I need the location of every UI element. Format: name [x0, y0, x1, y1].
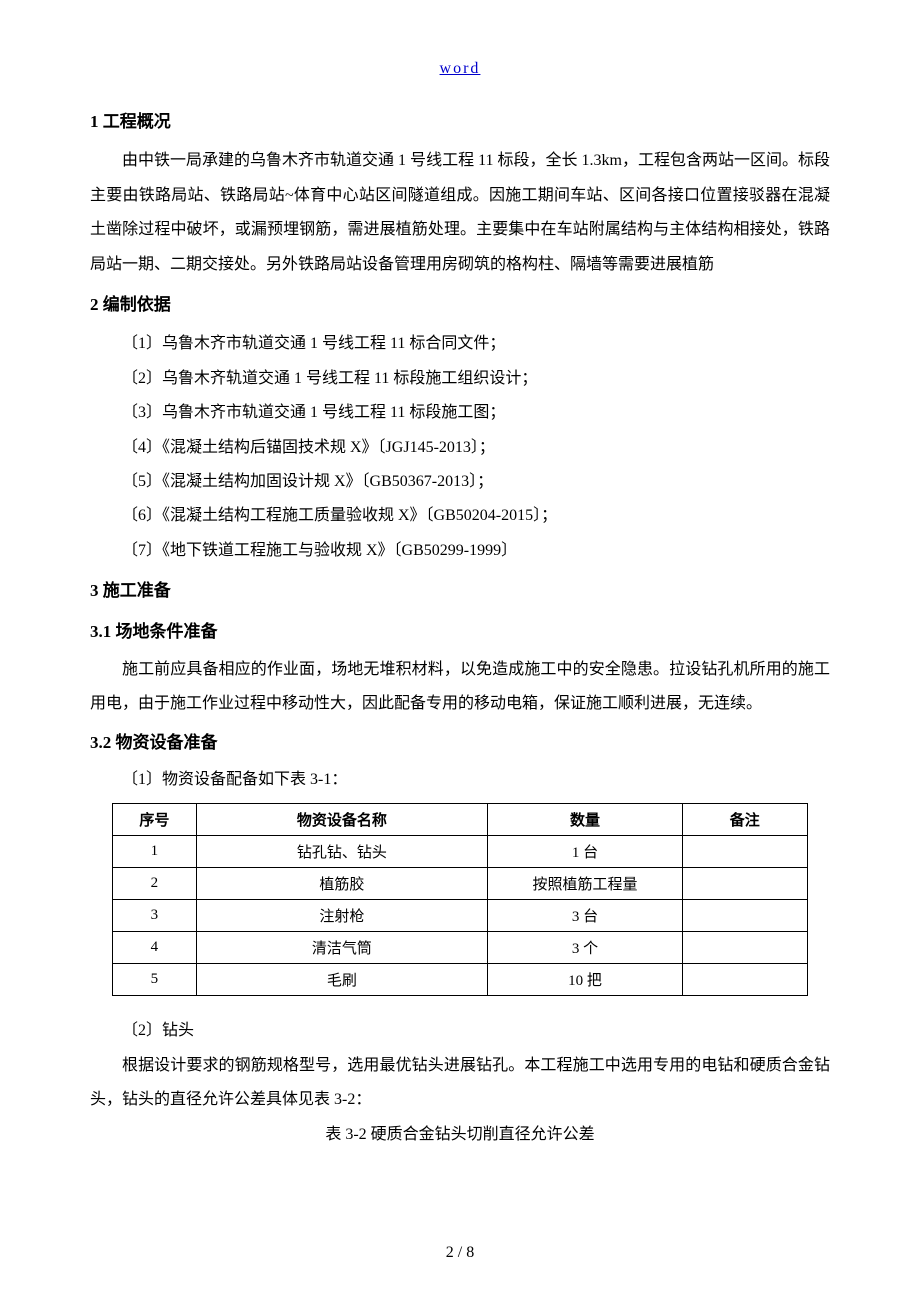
sec2-item: 〔6〕《混凝土结构工程施工质量验收规 X》〔GB50204-2015〕； — [90, 499, 830, 533]
section-3-title: 3 施工准备 — [90, 572, 830, 609]
table-header-row: 序号 物资设备名称 数量 备注 — [113, 804, 808, 836]
td-note — [682, 900, 807, 932]
td-qty: 按照植筋工程量 — [488, 868, 682, 900]
section-1-para: 由中铁一局承建的乌鲁木齐市轨道交通 1 号线工程 11 标段，全长 1.3km，… — [90, 144, 830, 282]
section-32-p2-label: 〔2〕钻头 — [90, 1014, 830, 1048]
sec2-item: 〔3〕乌鲁木齐市轨道交通 1 号线工程 11 标段施工图； — [90, 396, 830, 430]
td-note — [682, 932, 807, 964]
td-name: 钻孔钻、钻头 — [196, 836, 488, 868]
sec2-item: 〔2〕乌鲁木齐轨道交通 1 号线工程 11 标段施工组织设计； — [90, 362, 830, 396]
td-seq: 3 — [113, 900, 196, 932]
td-name: 注射枪 — [196, 900, 488, 932]
sec2-item: 〔1〕乌鲁木齐市轨道交通 1 号线工程 11 标合同文件； — [90, 327, 830, 361]
sec2-item: 〔7〕《地下铁道工程施工与验收规 X》〔GB50299-1999〕 — [90, 534, 830, 568]
th-note: 备注 — [682, 804, 807, 836]
table-3-1: 序号 物资设备名称 数量 备注 1 钻孔钻、钻头 1 台 2 植筋胶 按照植筋工… — [112, 803, 808, 996]
th-qty: 数量 — [488, 804, 682, 836]
td-seq: 4 — [113, 932, 196, 964]
section-32-intro: 〔1〕物资设备配备如下表 3-1： — [90, 763, 830, 797]
td-note — [682, 836, 807, 868]
table-3-2-caption: 表 3-2 硬质合金钻头切削直径允许公差 — [90, 1118, 830, 1152]
td-note — [682, 868, 807, 900]
table-row: 2 植筋胶 按照植筋工程量 — [113, 868, 808, 900]
sec2-item: 〔5〕《混凝土结构加固设计规 X》〔GB50367-2013〕； — [90, 465, 830, 499]
section-1-title: 1 工程概况 — [90, 103, 830, 140]
td-seq: 1 — [113, 836, 196, 868]
td-name: 毛刷 — [196, 964, 488, 996]
table-row: 1 钻孔钻、钻头 1 台 — [113, 836, 808, 868]
td-qty: 10 把 — [488, 964, 682, 996]
sec2-item: 〔4〕《混凝土结构后锚固技术规 X》〔JGJ145-2013〕； — [90, 431, 830, 465]
td-seq: 5 — [113, 964, 196, 996]
section-31-title: 3.1 场地条件准备 — [90, 613, 830, 650]
table-row: 5 毛刷 10 把 — [113, 964, 808, 996]
page-number: 2 / 8 — [0, 1244, 920, 1262]
table-row: 3 注射枪 3 台 — [113, 900, 808, 932]
table-row: 4 清洁气筒 3 个 — [113, 932, 808, 964]
td-seq: 2 — [113, 868, 196, 900]
th-name: 物资设备名称 — [196, 804, 488, 836]
td-qty: 1 台 — [488, 836, 682, 868]
td-note — [682, 964, 807, 996]
section-2-title: 2 编制依据 — [90, 286, 830, 323]
section-32-p2: 根据设计要求的钢筋规格型号，选用最优钻头进展钻孔。本工程施工中选用专用的电钻和硬… — [90, 1049, 830, 1118]
header-word: word — [90, 60, 830, 78]
th-seq: 序号 — [113, 804, 196, 836]
section-32-title: 3.2 物资设备准备 — [90, 724, 830, 761]
section-31-para: 施工前应具备相应的作业面，场地无堆积材料，以免造成施工中的安全隐患。拉设钻孔机所… — [90, 653, 830, 722]
td-qty: 3 台 — [488, 900, 682, 932]
td-name: 植筋胶 — [196, 868, 488, 900]
td-name: 清洁气筒 — [196, 932, 488, 964]
td-qty: 3 个 — [488, 932, 682, 964]
